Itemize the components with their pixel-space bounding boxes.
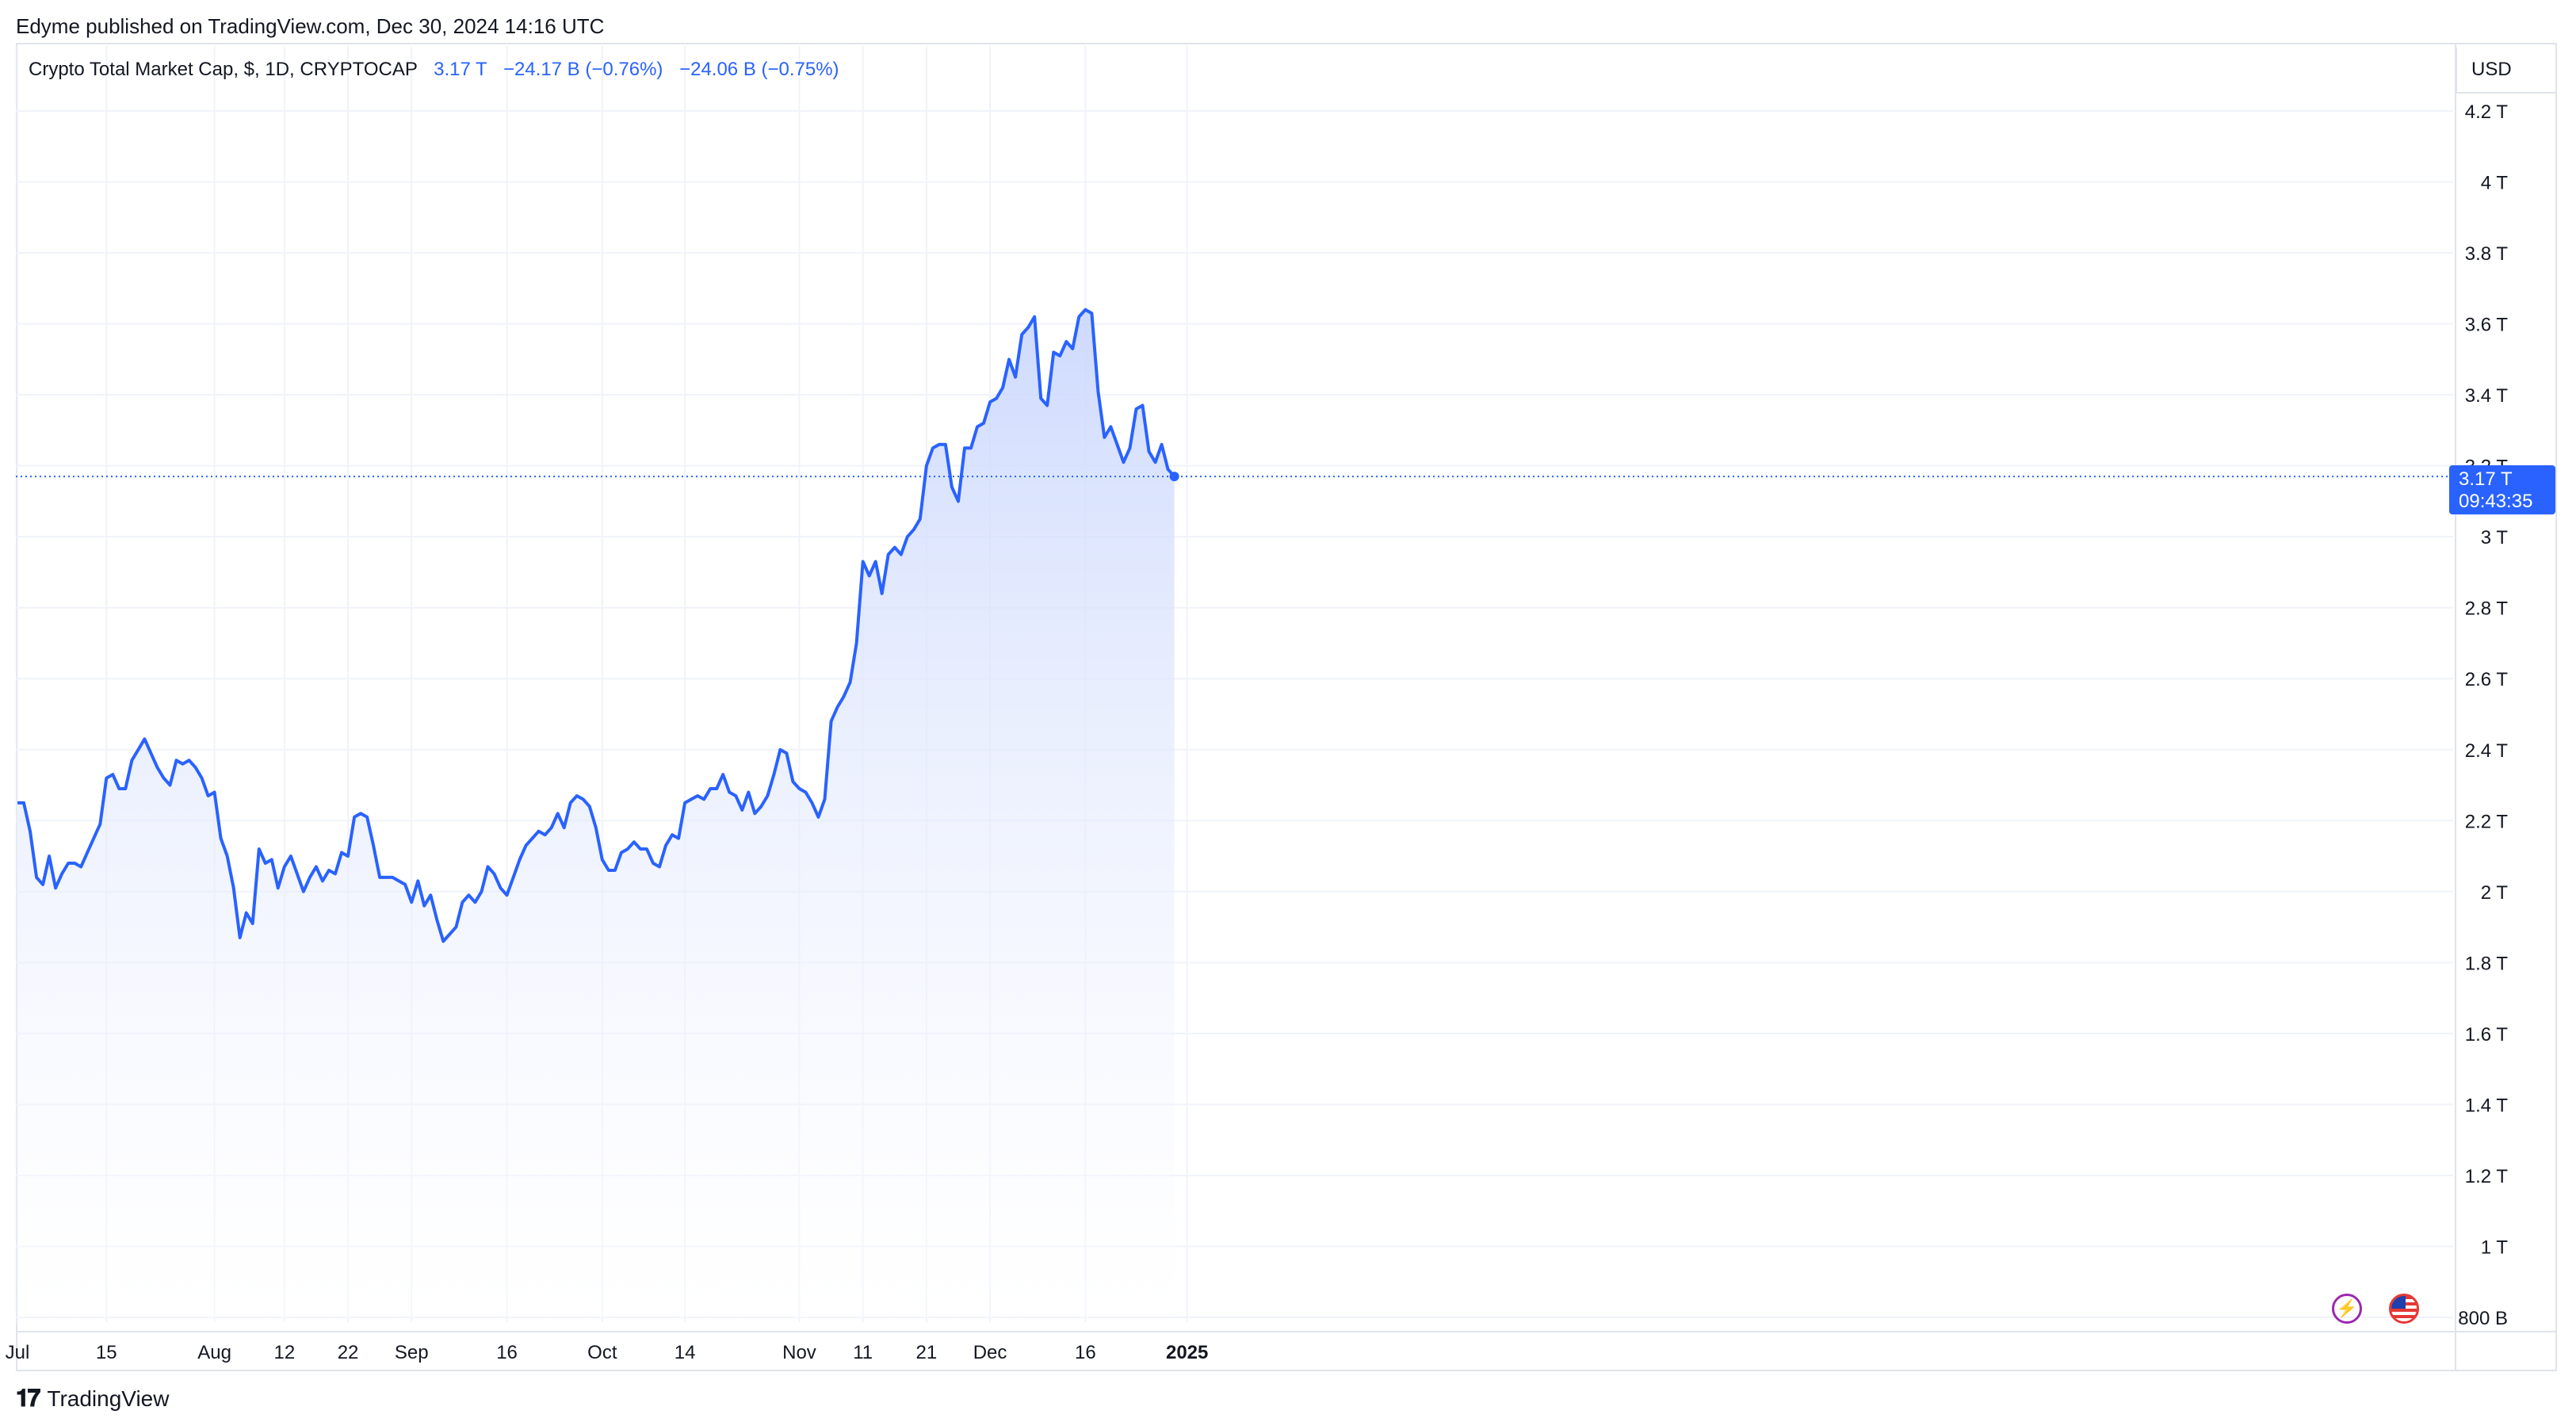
y-tick-label: 3.8 T bbox=[2465, 243, 2509, 265]
y-tick-label: 1 T bbox=[2481, 1237, 2509, 1258]
y-tick-label: 3.4 T bbox=[2465, 385, 2509, 407]
y-tick-label: 1.8 T bbox=[2465, 953, 2509, 974]
series-line bbox=[17, 308, 1176, 943]
publisher-note: Edyme published on TradingView.com, Dec … bbox=[16, 14, 605, 38]
y-tick-label: 2 T bbox=[2481, 882, 2509, 904]
x-tick-label: 14 bbox=[675, 1342, 696, 1363]
y-tick-label: 3.6 T bbox=[2465, 315, 2509, 336]
x-tick-label: 16 bbox=[1075, 1342, 1096, 1363]
x-tick-label: Oct bbox=[587, 1342, 617, 1363]
legend-last-value: 3.17 T bbox=[434, 59, 487, 80]
x-tick-label: 12 bbox=[273, 1342, 295, 1363]
x-tick-label: 11 bbox=[853, 1342, 873, 1363]
y-tick-label: 2.2 T bbox=[2465, 811, 2509, 832]
x-tick-label: Aug bbox=[197, 1342, 231, 1363]
footer-brand: TradingView bbox=[47, 1386, 170, 1411]
x-tick-label: 21 bbox=[916, 1342, 938, 1363]
series-area bbox=[16, 308, 2453, 1318]
last-price-tag: 3.17 T 09:43:35 bbox=[2449, 465, 2555, 515]
y-tick-label: 1.4 T bbox=[2465, 1095, 2509, 1116]
footer[interactable]: 𝟏𝟕 TradingView bbox=[16, 1386, 169, 1412]
y-tick-label: 3 T bbox=[2481, 527, 2509, 549]
bar-countdown: 09:43:35 bbox=[2459, 491, 2533, 513]
y-tick-label: 800 B bbox=[2458, 1308, 2508, 1329]
x-tick-label: 22 bbox=[338, 1342, 359, 1363]
us-flag-icon[interactable] bbox=[2389, 1294, 2419, 1324]
x-tick-label: 16 bbox=[496, 1342, 518, 1363]
grid bbox=[16, 44, 2557, 1370]
y-tick-label: 1.6 T bbox=[2465, 1024, 2509, 1045]
y-tick-label: 2.4 T bbox=[2465, 740, 2509, 762]
y-axis[interactable]: 800 B 1 T 1.2 T 1.4 T 1.6 T 1.8 T 2 T 2.2 T 2.4 … bbox=[2458, 101, 2508, 1329]
legend[interactable]: Crypto Total Market Cap, $, 1D, CRYPTOCA… bbox=[29, 59, 839, 81]
legend-change-2: −24.06 B (−0.75%) bbox=[679, 59, 839, 80]
x-tick-label: 15 bbox=[96, 1342, 117, 1363]
y-tick-label: 4 T bbox=[2481, 173, 2509, 194]
lightning-icon[interactable]: ⚡ bbox=[2332, 1294, 2362, 1324]
last-point-marker bbox=[1169, 472, 1179, 482]
x-tick-label: Dec bbox=[973, 1342, 1007, 1363]
x-tick-label: Nov bbox=[782, 1342, 816, 1363]
y-tick-label: 2.6 T bbox=[2465, 669, 2509, 690]
y-tick-label: 2.8 T bbox=[2465, 598, 2509, 620]
x-tick-label: Jul bbox=[6, 1342, 30, 1363]
last-price-value: 3.17 T bbox=[2459, 468, 2513, 491]
y-tick-label: 4.2 T bbox=[2465, 101, 2509, 123]
area-fill bbox=[17, 309, 1175, 1318]
legend-title: Crypto Total Market Cap, $, 1D, CRYPTOCA… bbox=[29, 59, 418, 80]
y-tick-label: 1.2 T bbox=[2465, 1166, 2509, 1187]
currency-button[interactable]: USD bbox=[2456, 48, 2557, 94]
x-tick-label: 2025 bbox=[1166, 1342, 1208, 1363]
x-axis[interactable]: Jul 15 Aug 12 22 Sep 16 Oct 14 Nov 11 21 Dec 16 2025 bbox=[6, 1342, 1209, 1363]
x-tick-label: Sep bbox=[395, 1342, 429, 1363]
tradingview-logo-icon: 𝟏𝟕 bbox=[16, 1386, 40, 1412]
legend-change: −24.17 B (−0.76%) bbox=[503, 59, 663, 80]
